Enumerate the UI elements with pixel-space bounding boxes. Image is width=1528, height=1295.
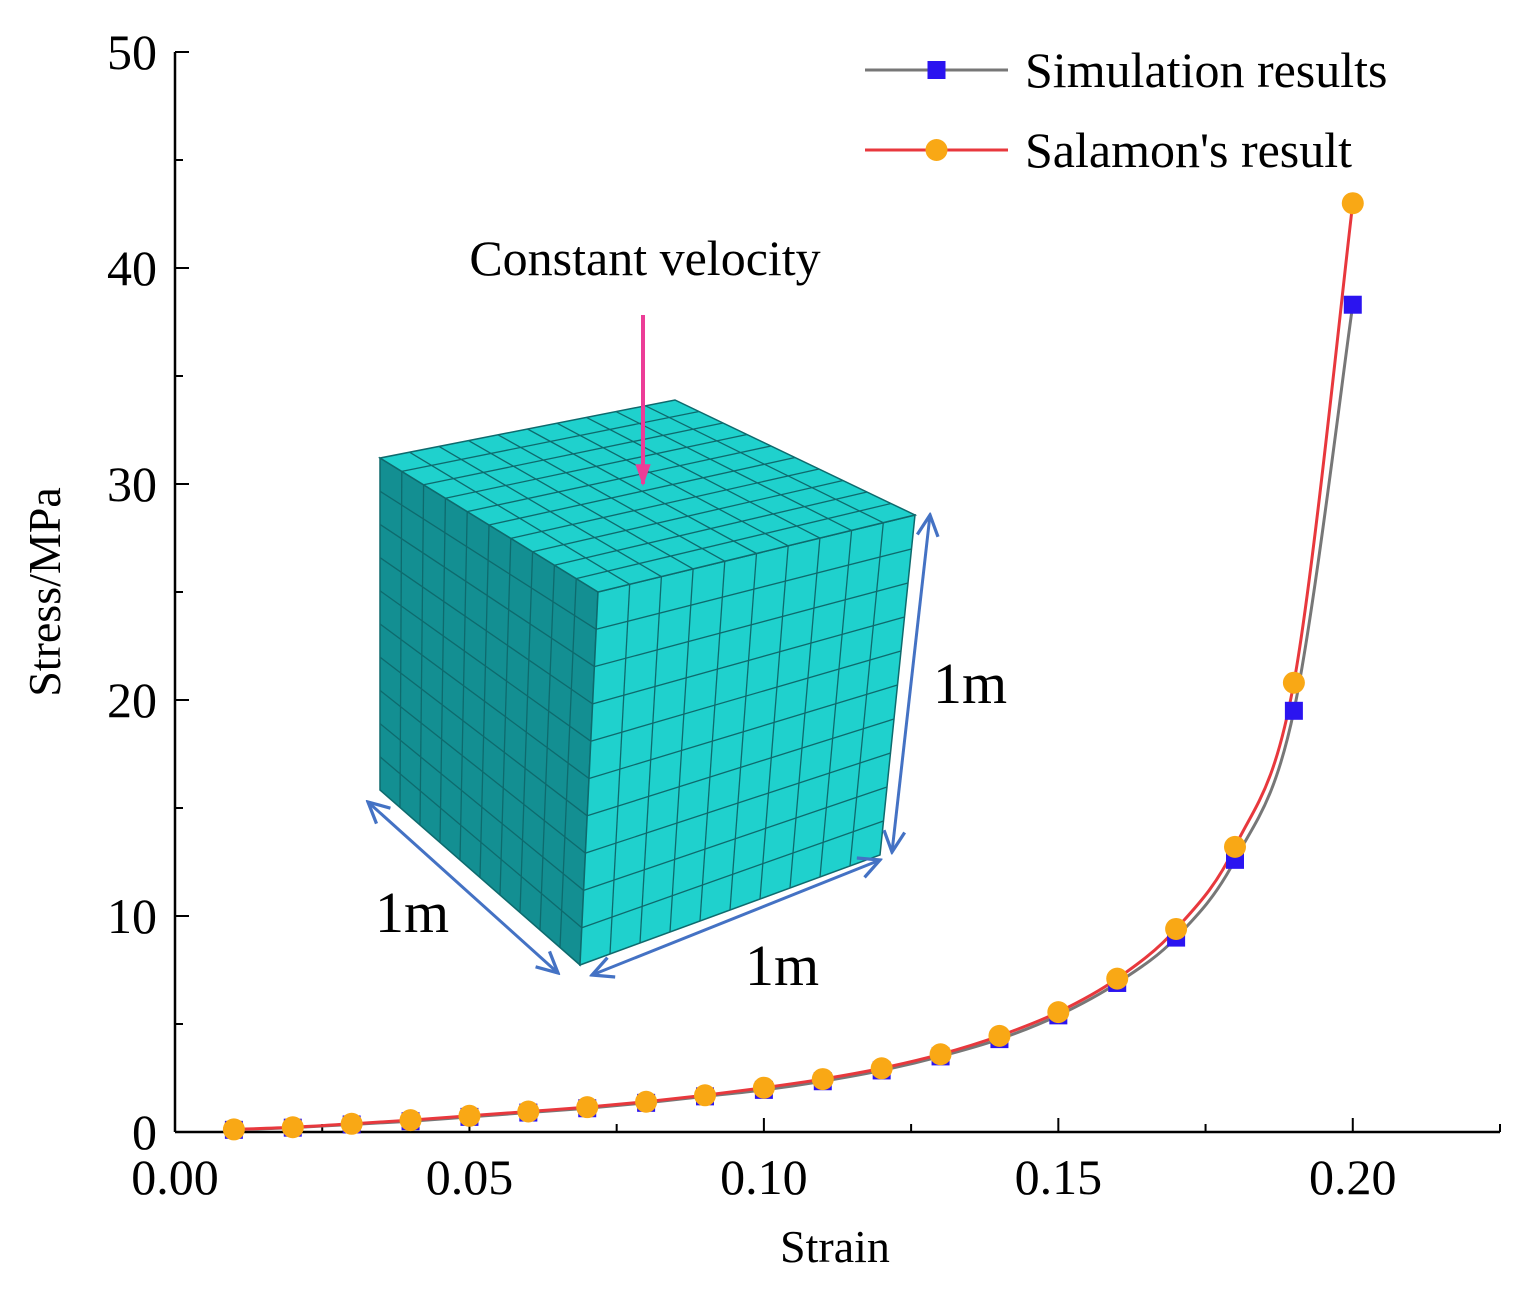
y-tick-label: 10 bbox=[107, 888, 157, 944]
mesh-line bbox=[559, 578, 577, 948]
mesh-line bbox=[789, 538, 821, 889]
mesh-line bbox=[488, 456, 796, 526]
salamon-point bbox=[1224, 835, 1246, 858]
salamon-point bbox=[1106, 967, 1129, 990]
legend-label: Salamon's result bbox=[1025, 122, 1352, 178]
legend-marker-square bbox=[927, 61, 946, 79]
mesh-line bbox=[587, 718, 895, 817]
y-tick-label: 50 bbox=[107, 24, 157, 80]
x-tick-label: 0.00 bbox=[131, 1149, 219, 1205]
y-axis-label: Stress/MPa bbox=[19, 487, 70, 697]
x-tick-label: 0.05 bbox=[426, 1149, 514, 1205]
dimension-arrow-depth bbox=[368, 802, 558, 973]
mesh-line bbox=[586, 416, 821, 539]
dimension-arrow-width bbox=[592, 860, 880, 975]
salamon-point bbox=[458, 1104, 481, 1127]
y-tick-label: 40 bbox=[107, 240, 157, 296]
mesh-line bbox=[554, 491, 868, 566]
x-tick-label: 0.20 bbox=[1309, 1149, 1397, 1205]
mesh-line bbox=[379, 656, 588, 817]
salamon-point bbox=[635, 1090, 658, 1113]
salamon-point bbox=[752, 1076, 775, 1099]
salamon-point bbox=[517, 1100, 540, 1123]
legend: Simulation results Salamon's result bbox=[865, 42, 1388, 178]
salamon-point bbox=[340, 1112, 363, 1135]
salamon-point bbox=[1047, 1001, 1070, 1024]
salamon-point bbox=[929, 1043, 952, 1066]
salamon-point bbox=[811, 1068, 834, 1091]
salamon-point bbox=[281, 1116, 304, 1139]
legend-marker-circle bbox=[925, 139, 948, 161]
constant-velocity-annotation: Constant velocity bbox=[469, 230, 820, 286]
salamon-point bbox=[1282, 671, 1305, 694]
mesh-line bbox=[556, 422, 789, 547]
mesh-line bbox=[759, 545, 789, 900]
salamon-point bbox=[222, 1118, 245, 1141]
y-tick-label: 0 bbox=[132, 1104, 157, 1160]
x-axis-label: Strain bbox=[780, 1221, 890, 1272]
simulation-point bbox=[1343, 295, 1362, 314]
dimension-label-height: 1m bbox=[933, 651, 1007, 716]
dimension-label-width: 1m bbox=[745, 933, 819, 998]
mesh-line bbox=[585, 752, 891, 854]
salamon-point bbox=[399, 1109, 422, 1132]
mesh-line bbox=[645, 405, 884, 524]
dimension-label-depth: 1m bbox=[375, 880, 449, 945]
salamon-point bbox=[870, 1057, 893, 1080]
cube-inset: Constant velocity 1m 1m 1m bbox=[368, 230, 1007, 998]
salamon-point bbox=[1165, 917, 1188, 940]
y-tick-label: 20 bbox=[107, 672, 157, 728]
dimension-arrow-height bbox=[892, 515, 930, 852]
mesh-line bbox=[532, 479, 844, 553]
mesh-line bbox=[588, 684, 898, 780]
mesh-line bbox=[379, 623, 590, 780]
mesh-line bbox=[849, 522, 884, 867]
mesh-line bbox=[615, 411, 852, 531]
mesh-line bbox=[510, 468, 820, 540]
mesh-line bbox=[576, 502, 892, 580]
salamon-point bbox=[576, 1096, 599, 1119]
mesh-line bbox=[819, 530, 853, 878]
x-tick-label: 0.15 bbox=[1015, 1149, 1103, 1205]
legend-label: Simulation results bbox=[1025, 42, 1388, 98]
salamon-point bbox=[1341, 192, 1364, 215]
series-line-salamon bbox=[233, 203, 1355, 1131]
axes: 0 10 20 30 40 50 0.00 0.05 0.10 0.15 0.20 bbox=[107, 24, 1501, 1205]
salamon-point bbox=[988, 1024, 1011, 1047]
salamon-point bbox=[694, 1084, 716, 1107]
series-layer bbox=[222, 192, 1364, 1141]
y-tick-label: 30 bbox=[107, 456, 157, 512]
simulation-point bbox=[1284, 701, 1303, 720]
x-tick-label: 0.10 bbox=[720, 1149, 808, 1205]
